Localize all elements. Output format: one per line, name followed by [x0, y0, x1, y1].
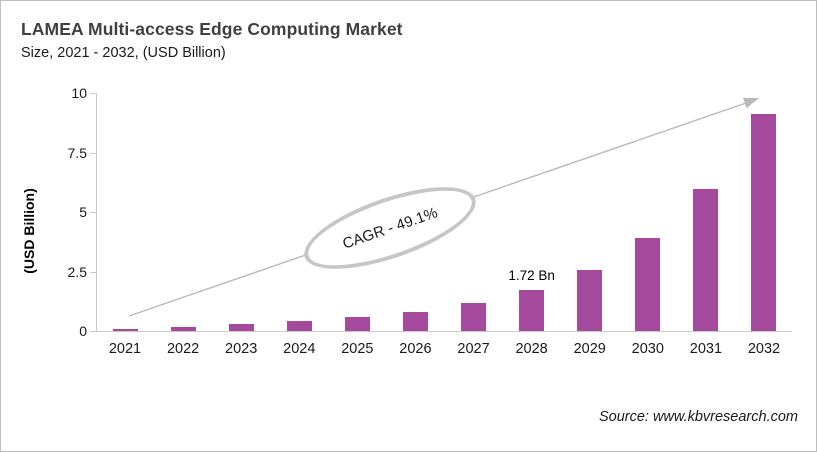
bar-2025 — [344, 317, 370, 331]
y-axis-title: (USD Billion) — [21, 188, 37, 274]
x-tick-label-2021: 2021 — [108, 341, 142, 357]
bar-2029 — [577, 270, 603, 331]
y-tick-label-2.5: 2.5 — [67, 263, 87, 280]
x-tick-label-2030: 2030 — [631, 341, 664, 357]
x-tick-label-2028: 2028 — [515, 341, 548, 357]
y-tick-mark-10 — [90, 93, 96, 94]
cagr-label: CAGR - 49.1% — [340, 203, 440, 253]
bar-2022 — [170, 326, 196, 331]
chart-title: LAMEA Multi-access Edge Computing Market — [21, 19, 403, 39]
plot-area: 2021 2022 2023 2024 2025 2026 2027 2028 2029 2030… — [68, 85, 792, 357]
x-tick-label-2024: 2024 — [283, 341, 316, 357]
chart-subtitle: Size, 2021 - 2032, (USD Billion) — [21, 45, 226, 61]
x-tick-label-2025: 2025 — [341, 341, 374, 357]
bar-2026 — [402, 311, 428, 331]
y-tick-label-10: 10 — [71, 85, 87, 101]
bar-2028 — [519, 290, 545, 331]
x-tick-label-2027: 2027 — [457, 341, 490, 357]
bar-2021 — [112, 328, 138, 331]
bar-2023 — [228, 324, 254, 331]
x-tick-label-2022: 2022 — [166, 341, 200, 357]
bar-2032 — [751, 114, 777, 331]
y-tick-label-7.5: 7.5 — [67, 144, 87, 161]
y-tick-label-5: 5 — [79, 204, 87, 220]
bar-2030 — [635, 238, 661, 331]
bar-2024 — [286, 321, 312, 331]
y-tick-label-0: 0 — [79, 323, 87, 339]
x-tick-label-2032: 2032 — [747, 341, 781, 357]
x-tick-label-2026: 2026 — [399, 341, 432, 357]
y-tick-mark-0 — [90, 331, 96, 332]
y-tick-mark-7.5 — [90, 152, 96, 154]
y-tick-mark-5 — [90, 212, 96, 213]
x-tick-label-2029: 2029 — [573, 341, 606, 357]
source-text: Source: www.kbvresearch.com — [598, 409, 798, 425]
x-tick-label-2023: 2023 — [225, 341, 258, 357]
bar-2031 — [693, 189, 719, 331]
x-tick-label-2031: 2031 — [689, 341, 723, 357]
data-label: 1.72 Bn — [508, 268, 555, 284]
y-tick-mark-2.5 — [90, 271, 96, 273]
bar-2027 — [461, 303, 487, 331]
